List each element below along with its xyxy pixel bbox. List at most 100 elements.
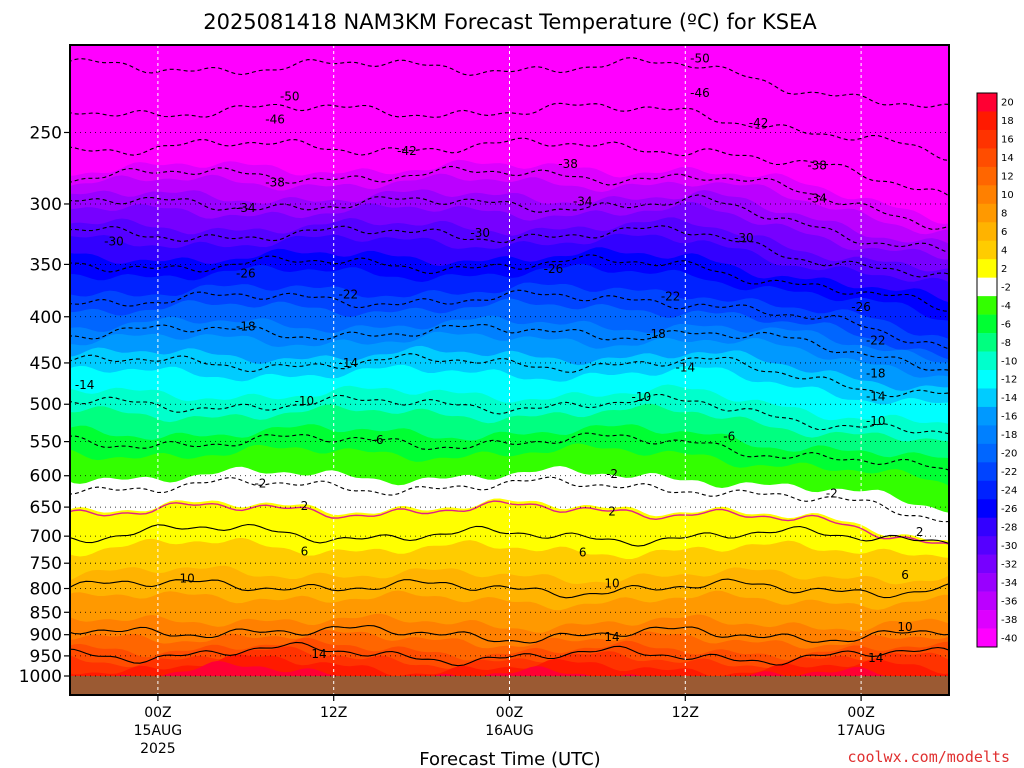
isotherm-label-text: -6 <box>372 433 384 447</box>
colorbar-swatch <box>977 314 997 334</box>
colorbar-label: -36 <box>1001 596 1017 607</box>
isotherm-label: 6 <box>579 546 587 560</box>
isotherm-label: -6 <box>723 430 735 444</box>
isotherm-label: 2 <box>301 499 309 513</box>
isotherm-label-text: -30 <box>734 231 754 245</box>
isotherm-label-text: -10 <box>866 414 886 428</box>
colorbar-label: -22 <box>1001 467 1017 478</box>
colorbar-label: -40 <box>1001 633 1017 644</box>
isotherm-label: -14 <box>339 356 359 370</box>
colorbar-swatch <box>977 480 997 500</box>
x-tick-label: 00Z <box>847 705 874 721</box>
x-tick-date: 16AUG <box>485 723 534 739</box>
isotherm-label-text: -50 <box>280 89 300 103</box>
isotherm-label: -30 <box>470 226 490 240</box>
isotherm-label-text: -18 <box>646 327 666 341</box>
colorbar-label: -8 <box>1001 338 1011 349</box>
isotherm-labels: -50 -50 -46 -46 -42 -42 -38 -38 -38 -34 -34 -34 -30 -… <box>75 51 924 665</box>
isotherm-label: -34 <box>236 201 256 215</box>
colorbar-swatch <box>977 129 997 149</box>
y-tick-label: 600 <box>30 467 62 487</box>
colorbar-label: -10 <box>1001 356 1017 367</box>
colorbar-label: 8 <box>1001 209 1007 220</box>
isotherm-label: -38 <box>265 175 285 189</box>
isotherm-label: -6 <box>372 433 384 447</box>
isotherm-label: 10 <box>897 620 912 634</box>
isotherm-line <box>70 353 949 398</box>
isotherm-label-text: -6 <box>723 430 735 444</box>
isotherm-label: -2 <box>826 487 838 501</box>
isotherm-label: -50 <box>280 89 300 103</box>
colorbar-swatch <box>977 203 997 223</box>
x-tick-label: 12Z <box>320 705 347 721</box>
colorbar-label: -6 <box>1001 319 1011 330</box>
isotherm-label-text: -42 <box>749 116 769 130</box>
colorbar-label: -30 <box>1001 541 1017 552</box>
isotherm-label-text: 6 <box>901 568 909 582</box>
isotherm-label: -46 <box>690 86 710 100</box>
isotherm-label: -26 <box>236 266 256 280</box>
colorbar-label: -2 <box>1001 282 1011 293</box>
y-tick-label: 250 <box>30 123 62 143</box>
isotherm-label-text: -34 <box>236 201 256 215</box>
colorbar-label: -20 <box>1001 449 1017 460</box>
y-tick-label: 650 <box>30 498 62 518</box>
isotherm-label: 6 <box>901 568 909 582</box>
isotherm-label-text: -2 <box>254 476 266 490</box>
isotherm-label: 6 <box>301 545 309 559</box>
grid-lines <box>70 45 949 695</box>
colorbar-swatch <box>977 222 997 242</box>
colorbar-swatch <box>977 333 997 352</box>
colorbar-label: 4 <box>1001 245 1007 256</box>
isotherm-label-text: -30 <box>104 234 124 248</box>
x-tick-date: 17AUG <box>837 723 886 739</box>
isotherm-label-text: -10 <box>632 390 652 404</box>
colorbar-swatch <box>977 573 997 592</box>
isotherm-label: 10 <box>604 577 619 591</box>
isotherm-label: 2 <box>916 525 924 539</box>
colorbar-label: 14 <box>1001 153 1014 164</box>
colorbar-swatch <box>977 536 997 555</box>
isotherm-label-text: 6 <box>301 545 309 559</box>
isotherm-label: -14 <box>866 389 886 403</box>
colorbar-swatch <box>977 610 997 629</box>
isotherm-label: -38 <box>807 159 827 173</box>
colorbar-label: -32 <box>1001 559 1017 570</box>
isotherm-label: 14 <box>868 651 883 665</box>
y-tick-label: 900 <box>30 626 62 646</box>
isotherm-label-text: -2 <box>826 487 838 501</box>
colorbar-swatch <box>977 370 997 389</box>
x-axis-ticks: 00Z 15AUG 2025 12Z 00Z 16AUG 12Z 00Z 17AUG <box>134 695 886 757</box>
isotherm-label: -22 <box>661 290 681 304</box>
y-tick-label: 700 <box>30 527 62 547</box>
isotherm-label: -30 <box>104 234 124 248</box>
isotherm-label-text: -22 <box>661 290 681 304</box>
isotherm-label-text: 14 <box>604 630 619 644</box>
isotherm-line <box>70 432 949 471</box>
colorbar-label: -38 <box>1001 615 1017 626</box>
plot-area: -50 -50 -46 -46 -42 -42 -38 -38 -38 -34 -34 -34 -30 -… <box>70 45 949 695</box>
isotherm-label: -26 <box>544 262 564 276</box>
isotherm-label-text: -10 <box>295 394 315 408</box>
isotherm-label-text: -14 <box>75 378 95 392</box>
isotherm-label-text: 10 <box>897 620 912 634</box>
isotherm-label: -14 <box>675 360 695 374</box>
isotherm-line <box>70 476 949 523</box>
colorbar-label: 10 <box>1001 190 1014 201</box>
colorbar-label: -4 <box>1001 301 1011 312</box>
y-tick-label: 350 <box>30 255 62 275</box>
isotherm-label-text: -38 <box>807 159 827 173</box>
colorbar-swatch <box>977 425 997 445</box>
isotherm-label: -2 <box>254 476 266 490</box>
isotherm-label: 2 <box>608 504 616 518</box>
y-tick-label: 550 <box>30 433 62 453</box>
isotherm-label-text: -14 <box>339 356 359 370</box>
isotherm-line <box>70 393 949 435</box>
colorbar-swatch <box>977 296 997 315</box>
colorbar-label: -16 <box>1001 412 1017 423</box>
isotherm-label: -10 <box>866 414 886 428</box>
y-tick-label: 450 <box>30 354 62 374</box>
isotherm-label: -50 <box>690 51 710 65</box>
colorbar-label: 20 <box>1001 98 1014 109</box>
colorbar-label: 6 <box>1001 227 1007 238</box>
